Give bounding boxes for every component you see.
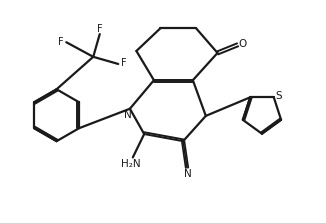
Text: F: F (121, 58, 127, 68)
Text: N: N (185, 169, 192, 179)
Text: F: F (58, 37, 63, 47)
Text: O: O (238, 39, 246, 49)
Text: F: F (97, 24, 103, 34)
Text: N: N (125, 110, 132, 120)
Text: S: S (276, 91, 282, 101)
Text: H₂N: H₂N (121, 159, 141, 169)
